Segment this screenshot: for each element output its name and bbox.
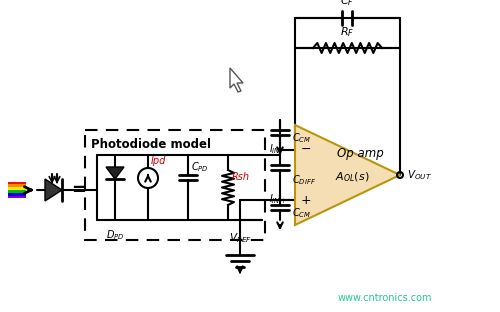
Polygon shape [230, 68, 243, 92]
Text: +: + [301, 194, 312, 207]
Text: $A_{OL}(s)$: $A_{OL}(s)$ [336, 170, 370, 184]
Text: =: = [72, 181, 86, 199]
Text: $I_{IN-}$: $I_{IN-}$ [268, 142, 287, 156]
Text: www.cntronics.com: www.cntronics.com [338, 293, 432, 303]
Text: $V_{REF}$: $V_{REF}$ [228, 231, 252, 245]
Text: $C_F$: $C_F$ [340, 0, 354, 8]
Text: Op amp: Op amp [336, 147, 384, 159]
Text: $R_F$: $R_F$ [340, 25, 354, 39]
Text: $V_{OUT}$: $V_{OUT}$ [407, 168, 432, 182]
Polygon shape [295, 125, 400, 225]
Text: Photodiode model: Photodiode model [91, 138, 211, 150]
Bar [8, 196, 26, 198]
Text: $I_{IN+}$: $I_{IN+}$ [269, 192, 287, 206]
Text: $C_{CM}$: $C_{CM}$ [292, 206, 311, 220]
Bar [8, 187, 26, 190]
Text: $C_{DIFF}$: $C_{DIFF}$ [292, 173, 316, 187]
Bar [85, 130, 265, 240]
Polygon shape [45, 179, 62, 201]
Bar [8, 190, 26, 193]
Polygon shape [106, 167, 124, 179]
Text: $C_{PD}$: $C_{PD}$ [191, 160, 209, 174]
Text: Ipd: Ipd [151, 156, 166, 166]
Text: $C_{CM}$: $C_{CM}$ [292, 131, 311, 145]
Text: $D_{PD}$: $D_{PD}$ [106, 228, 124, 242]
Bar [8, 193, 26, 196]
Bar [8, 184, 26, 187]
Bar [8, 182, 26, 184]
Text: Rsh: Rsh [232, 172, 250, 182]
Text: −: − [301, 143, 312, 155]
